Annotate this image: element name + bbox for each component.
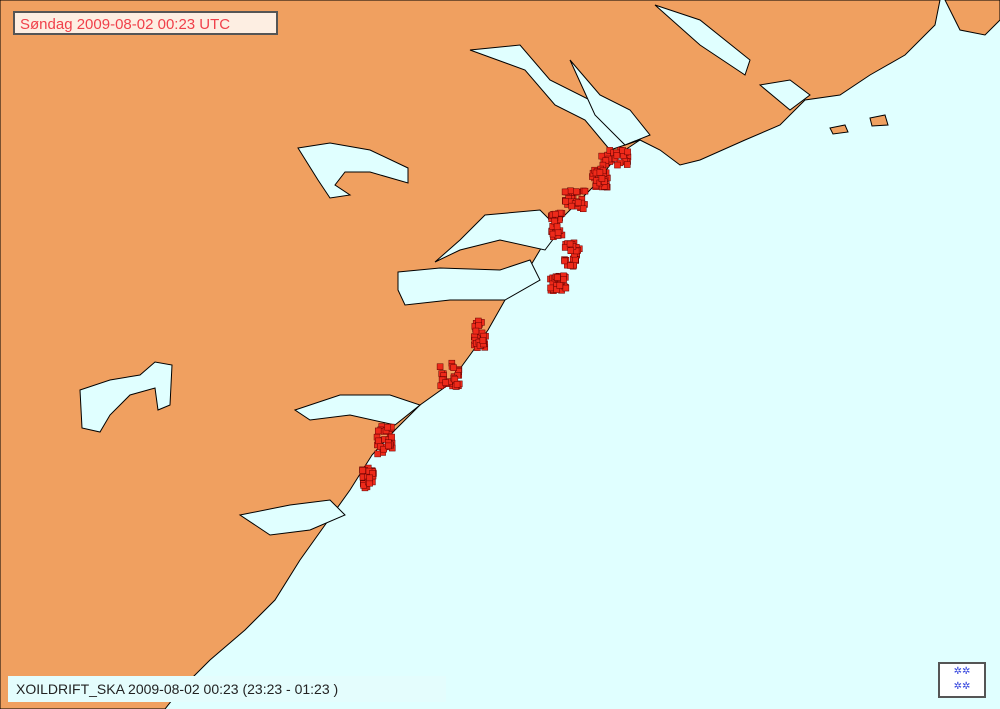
map-caption: XOILDRIFT_SKA 2009-08-02 00:23 (23:23 - … [8,676,446,702]
oil-particle [623,161,631,168]
oil-particle [553,223,561,231]
oil-particle [566,240,574,248]
oil-particle [567,247,575,254]
oil-particle [442,379,449,386]
oil-particle [572,256,579,264]
oil-particle [366,480,373,487]
oil-particle [573,188,580,195]
oil-particle [613,152,621,159]
oil-particle [450,364,457,371]
oil-particle [554,274,561,281]
map-title: Søndag 2009-08-02 00:23 UTC [13,11,278,35]
fjords [238,4,811,536]
oil-particle [551,217,558,225]
oil-particle [388,433,395,441]
oil-particle [596,169,604,176]
oil-particle [475,322,482,329]
oil-particle [375,437,382,445]
oil-particle [551,210,559,218]
oil-particle [624,148,631,156]
lake-west [79,361,173,433]
oil-particle [374,450,381,458]
oil-particle [562,284,570,292]
oil-spill-particles [359,147,632,492]
oil-particle [598,175,606,182]
oil-particle [472,327,480,335]
oil-particle [598,152,605,160]
oil-particle [554,229,562,236]
oil-particle [385,442,392,450]
oil-particle [581,187,589,195]
oil-particle [374,427,382,435]
oil-particle [567,187,574,195]
oil-particle [561,188,569,196]
islands-sea [829,0,1000,135]
oil-particle [567,262,574,269]
oil-particle [561,257,568,265]
oil-particle [560,276,567,283]
lake-north [297,142,409,199]
oil-particle [479,337,487,344]
oil-particle [614,161,621,169]
met-logo-icon: ✲✲ ✲✲ [938,662,986,698]
land [0,0,941,709]
oil-particle [562,198,569,205]
oil-particle [366,474,373,482]
oil-particle [436,363,444,370]
oil-particle [556,282,564,289]
oil-particle [574,199,582,207]
oil-particle [547,284,554,292]
oil-particle [579,205,587,213]
oil-particle [359,467,366,474]
oil-particle [453,381,461,388]
oil-particle [568,202,575,210]
oil-particle [380,445,387,453]
oil-particle [384,423,391,431]
